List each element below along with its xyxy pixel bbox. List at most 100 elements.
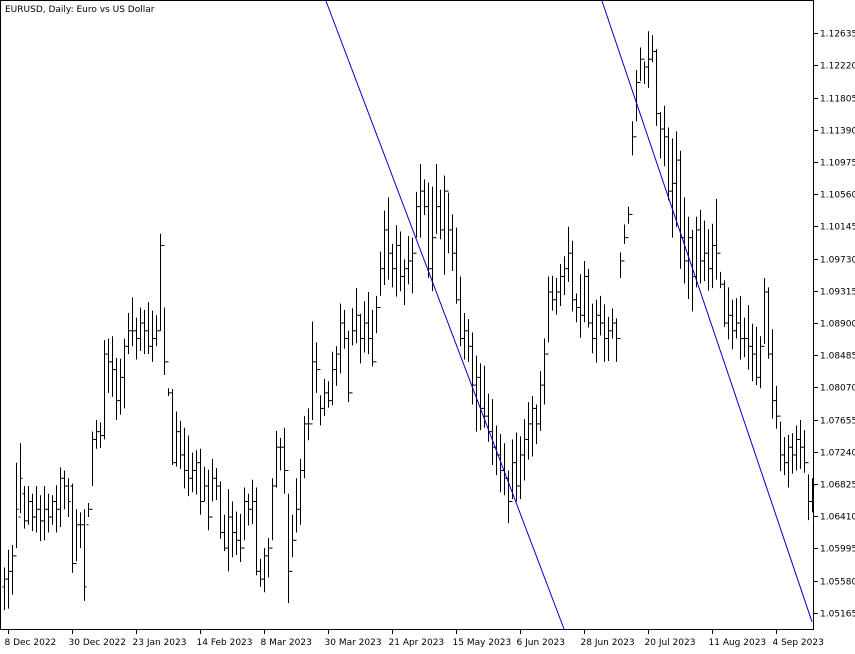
ohlc-bar: [102, 340, 107, 440]
ohlc-bar: [474, 355, 479, 432]
ohlc-bar: [690, 229, 695, 312]
ohlc-bar: [562, 256, 567, 296]
ohlc-bar: [786, 434, 791, 488]
ohlc-bar: [606, 316, 611, 362]
ohlc-bar: [206, 469, 211, 531]
ohlc-bar: [670, 138, 675, 238]
ohlc-bar: [218, 481, 223, 539]
ohlc-bar: [790, 433, 795, 474]
trendline-1[interactable]: [325, 0, 565, 630]
ohlc-bar: [450, 214, 455, 272]
ohlc-bar: [658, 111, 663, 159]
ohlc-bar: [470, 332, 475, 405]
ohlc-bar: [550, 275, 555, 311]
ohlc-bar: [730, 299, 735, 350]
ohlc-bar: [366, 291, 371, 355]
ohlc-bar: [582, 260, 587, 323]
ohlc-bar: [342, 309, 347, 349]
ohlc-bar: [30, 493, 35, 531]
price-tick-label: 1.08070: [820, 384, 855, 394]
time-axis: 8 Dec 2022 30 Dec 2022 23 Jan 2023 14 Feb 2…: [5, 630, 824, 648]
ohlc-bar: [570, 240, 575, 312]
ohlc-bar: [186, 435, 191, 497]
ohlc-bar: [302, 416, 307, 479]
ohlc-bar: [210, 458, 215, 518]
ohlc-bar: [610, 308, 615, 339]
ohlc-bar: [306, 408, 311, 441]
ohlc-bar: [290, 514, 295, 572]
ohlc-bar: [586, 268, 591, 328]
ohlc-bar: [34, 485, 39, 533]
ohlc-bar: [110, 336, 115, 397]
ohlc-bar: [514, 432, 519, 502]
ohlc-bar: [286, 469, 291, 604]
ohlc-bar: [162, 244, 167, 376]
ohlc-bar: [698, 209, 703, 284]
ohlc-bar: [458, 276, 463, 347]
ohlc-bar: [746, 305, 751, 370]
price-tick-label: 1.12635: [820, 30, 855, 40]
ohlc-bar: [214, 468, 219, 500]
ohlc-bar: [26, 485, 31, 525]
ohlc-bar: [522, 419, 527, 481]
ohlc-bar: [282, 427, 287, 494]
ohlc-bar: [598, 295, 603, 336]
ohlc-bar: [58, 467, 63, 528]
ohlc-bar: [50, 495, 55, 525]
ohlc-bar: [758, 336, 763, 389]
ohlc-bar: [702, 220, 707, 282]
ohlc-bar: [454, 227, 459, 304]
ohlc-bar: [530, 395, 535, 457]
ohlc-bar: [682, 197, 687, 284]
ohlc-bar: [370, 309, 375, 367]
ohlc-bar: [362, 301, 367, 353]
ohlc-bar: [134, 317, 139, 360]
ohlc-bar: [634, 70, 639, 138]
ohlc-bar: [118, 358, 123, 415]
price-axis: 1.12635 1.12220 1.11805 1.11390 1.10975 1.105…: [814, 30, 855, 620]
ohlc-bar: [538, 371, 543, 431]
ohlc-bar: [558, 264, 563, 306]
ohlc-bar: [630, 121, 635, 215]
ohlc-bar: [114, 357, 119, 421]
ohlc-bar: [438, 189, 443, 240]
ohlc-bar: [350, 308, 355, 394]
ohlc-bar: [174, 411, 179, 467]
ohlc-bar: [766, 287, 771, 359]
ohlc-bar: [202, 466, 207, 503]
time-tick-label: 8 Dec 2022: [5, 638, 57, 648]
ohlc-bar: [178, 420, 183, 469]
ohlc-bar: [794, 425, 799, 471]
ohlc-bar: [294, 478, 299, 541]
ohlc-bar: [62, 470, 67, 510]
ohlc-bar: [130, 297, 135, 347]
ohlc-bar: [622, 224, 627, 262]
ohlc-bar: [510, 439, 515, 503]
ohlc-bar: [334, 346, 339, 386]
ohlc-bar: [82, 509, 87, 601]
ohlc-bar: [710, 223, 715, 289]
ohlc-bar: [726, 287, 731, 340]
ohlc-bar: [326, 381, 331, 408]
ohlc-bar: [722, 280, 727, 327]
trendline-2[interactable]: [601, 0, 813, 622]
ohlc-bar: [578, 274, 583, 338]
time-tick-label: 21 Apr 2023: [389, 638, 445, 648]
ohlc-bar: [2, 567, 7, 611]
ohlc-bar: [426, 182, 431, 279]
ohlc-bar: [70, 483, 75, 573]
ohlc-bar: [254, 487, 259, 576]
ohlc-bar: [734, 298, 739, 339]
ohlc-bar: [742, 317, 747, 358]
ohlc-bar: [42, 485, 47, 541]
ohlc-bar: [718, 252, 723, 289]
price-tick-label: 1.07240: [820, 449, 855, 459]
ohlc-bar: [594, 299, 599, 363]
ohlc-bar: [242, 487, 247, 549]
ohlc-bar: [462, 312, 467, 360]
time-tick-label: 23 Jan 2023: [133, 638, 187, 648]
price-tick-label: 1.10560: [820, 191, 855, 201]
ohlc-bar: [86, 503, 91, 526]
ohlc-bar: [358, 313, 363, 364]
